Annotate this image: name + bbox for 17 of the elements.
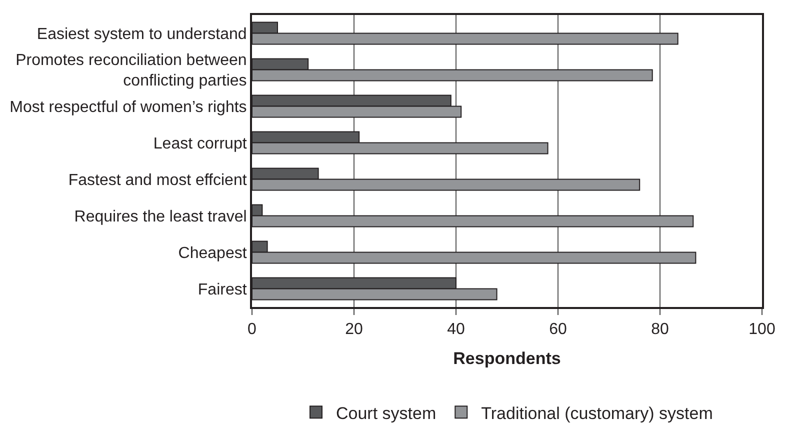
y-tick-label: Promotes reconciliation between conflicting parties bbox=[16, 52, 247, 90]
y-tick-label: Cheapest bbox=[178, 244, 248, 262]
y-tick-label: Most respectful of women’s rights bbox=[10, 98, 247, 116]
x-tick-label: 100 bbox=[748, 321, 776, 338]
y-tick-label: Easiest system to understand bbox=[36, 26, 247, 43]
x-tick-label: 20 bbox=[345, 321, 363, 338]
legend-label: Traditional (customary) system bbox=[481, 404, 713, 423]
y-tick-label: Fairest bbox=[198, 281, 248, 298]
y-tick-label: Requires the least travel bbox=[74, 208, 247, 226]
y-tick-label: Fastest and most effcient bbox=[68, 172, 248, 189]
x-axis-title: Respondents bbox=[453, 349, 561, 368]
y-tick-label: Least corrupt bbox=[153, 135, 248, 152]
x-tick-label: 0 bbox=[248, 321, 257, 338]
x-tick-label: 80 bbox=[651, 321, 669, 338]
x-tick-label: 60 bbox=[549, 321, 567, 338]
legend-label: Court system bbox=[336, 404, 436, 423]
x-tick-label: 40 bbox=[447, 321, 465, 338]
